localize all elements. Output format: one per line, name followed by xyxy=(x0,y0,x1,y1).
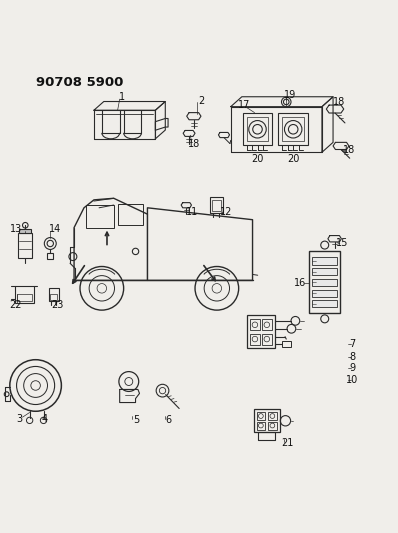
Text: 5: 5 xyxy=(133,415,139,425)
Bar xyxy=(17,294,32,301)
Bar xyxy=(250,319,259,330)
Bar xyxy=(256,422,265,430)
Bar xyxy=(256,412,265,420)
Text: 15: 15 xyxy=(336,238,349,248)
Text: 6: 6 xyxy=(166,415,172,425)
Text: 13: 13 xyxy=(10,224,22,234)
Text: 2: 2 xyxy=(198,96,204,106)
Bar xyxy=(309,251,340,313)
Text: 7: 7 xyxy=(349,339,356,349)
Text: 18: 18 xyxy=(343,146,355,155)
Bar xyxy=(50,294,57,300)
Text: 18: 18 xyxy=(188,139,200,149)
Text: 23: 23 xyxy=(52,301,64,310)
Text: 20: 20 xyxy=(287,155,299,164)
Text: 8: 8 xyxy=(349,352,355,362)
Text: 90708 5900: 90708 5900 xyxy=(36,76,124,90)
Text: 12: 12 xyxy=(220,207,232,217)
Text: 11: 11 xyxy=(186,207,198,217)
Bar xyxy=(261,334,271,345)
Text: 3: 3 xyxy=(17,414,23,424)
Bar xyxy=(212,200,221,211)
Text: 17: 17 xyxy=(238,101,250,110)
Bar xyxy=(261,319,271,330)
Text: 1: 1 xyxy=(119,92,125,102)
Bar xyxy=(282,117,304,141)
Text: 22: 22 xyxy=(10,301,22,310)
Bar xyxy=(247,117,268,141)
Text: 18: 18 xyxy=(333,96,345,107)
Bar xyxy=(18,233,32,258)
Text: 9: 9 xyxy=(349,362,355,373)
Bar xyxy=(49,288,59,301)
Text: 20: 20 xyxy=(251,155,264,164)
Bar xyxy=(282,342,291,347)
Bar xyxy=(47,253,53,259)
Text: 10: 10 xyxy=(346,375,359,384)
Bar xyxy=(312,257,337,264)
Bar xyxy=(247,316,275,348)
Bar xyxy=(20,229,31,233)
Bar xyxy=(268,412,277,420)
Bar xyxy=(312,279,337,286)
Text: 4: 4 xyxy=(42,414,48,424)
Bar xyxy=(210,198,223,213)
Bar xyxy=(312,289,337,297)
Text: 21: 21 xyxy=(282,438,294,448)
Bar xyxy=(254,409,279,432)
Bar xyxy=(312,268,337,275)
Bar xyxy=(278,114,308,145)
Bar xyxy=(268,422,277,430)
Bar xyxy=(86,205,114,228)
Bar xyxy=(15,286,34,303)
Bar xyxy=(250,334,259,345)
Text: 19: 19 xyxy=(284,90,297,100)
Bar xyxy=(118,204,143,225)
Bar xyxy=(312,300,337,308)
Text: 16: 16 xyxy=(295,278,306,288)
Text: 14: 14 xyxy=(49,224,61,234)
Bar xyxy=(243,114,272,145)
